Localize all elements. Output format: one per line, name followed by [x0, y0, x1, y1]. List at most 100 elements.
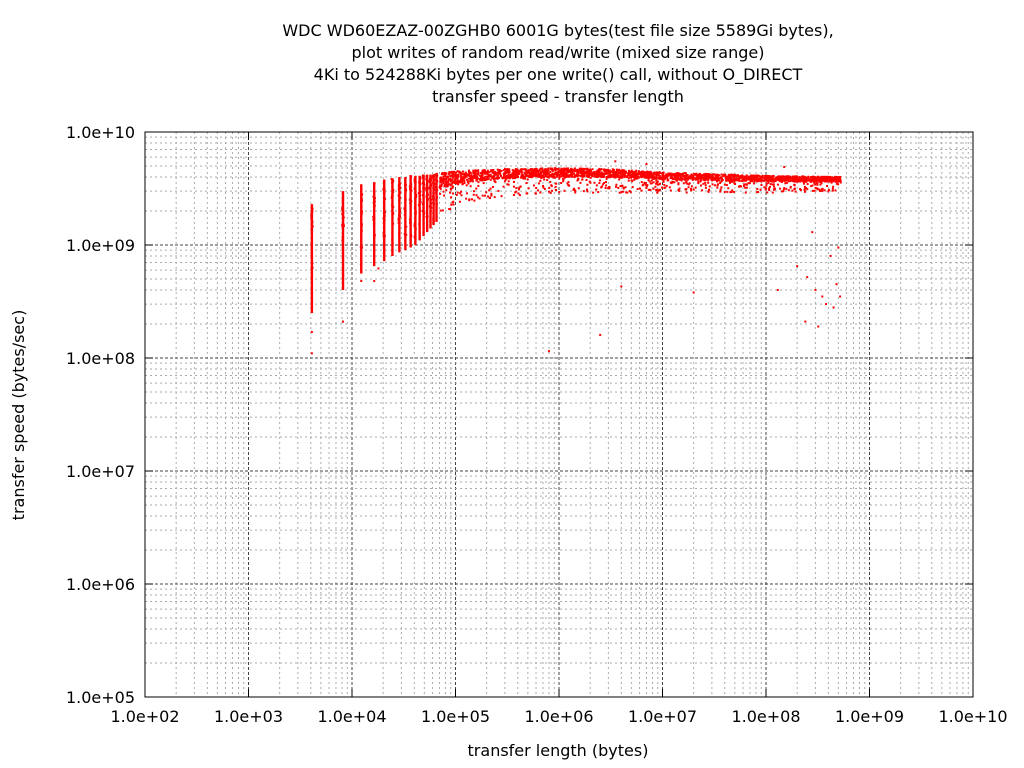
- data-point: [700, 178, 703, 181]
- data-point: [633, 174, 636, 177]
- data-point: [547, 173, 550, 176]
- data-point: [483, 169, 486, 172]
- data-point: [839, 179, 842, 182]
- data-point: [798, 177, 801, 180]
- data-point: [635, 177, 638, 180]
- data-point: [828, 175, 831, 178]
- data-point: [821, 179, 824, 182]
- data-point: [802, 180, 805, 183]
- data-point: [422, 207, 425, 210]
- data-point: [578, 167, 581, 170]
- data-point: [600, 186, 603, 189]
- data-point: [492, 176, 495, 179]
- data-point: [773, 185, 776, 188]
- data-point: [311, 220, 314, 223]
- data-point: [576, 168, 579, 171]
- data-point: [584, 172, 587, 175]
- data-point: [727, 187, 730, 190]
- data-point: [638, 171, 641, 174]
- data-point: [785, 178, 788, 181]
- data-point: [543, 178, 546, 181]
- data-point: [487, 174, 490, 177]
- data-point: [814, 176, 817, 179]
- data-point: [566, 174, 569, 177]
- data-point: [819, 179, 822, 182]
- data-point: [526, 192, 529, 195]
- data-point: [723, 190, 726, 193]
- data-point: [640, 175, 643, 178]
- data-point: [816, 187, 819, 190]
- data-point: [360, 225, 363, 228]
- data-point: [568, 175, 571, 178]
- data-point: [831, 189, 834, 192]
- data-point: [634, 177, 637, 180]
- data-point: [655, 188, 658, 191]
- data-point: [773, 187, 776, 190]
- data-point: [692, 188, 695, 191]
- data-point: [666, 179, 669, 182]
- data-point: [799, 188, 802, 191]
- data-point: [519, 185, 522, 188]
- data-point: [430, 206, 433, 209]
- data-point: [398, 232, 401, 235]
- data-point: [781, 190, 784, 193]
- data-point: [544, 169, 547, 172]
- data-point: [655, 177, 658, 180]
- data-point: [505, 175, 508, 178]
- data-point: [456, 176, 459, 179]
- data-point: [819, 190, 822, 193]
- data-point: [697, 178, 700, 181]
- data-point: [641, 175, 644, 178]
- data-point: [469, 185, 472, 188]
- data-point: [558, 177, 561, 180]
- data-point: [649, 176, 652, 179]
- data-point: [587, 174, 590, 177]
- data-point: [750, 179, 753, 182]
- data-point: [442, 175, 445, 178]
- data-point: [444, 179, 447, 182]
- data-point: [341, 208, 344, 211]
- data-point: [598, 171, 601, 174]
- data-point: [410, 234, 413, 237]
- data-point: [589, 170, 592, 173]
- data-point: [768, 185, 771, 188]
- data-point: [644, 171, 647, 174]
- data-point: [509, 174, 512, 177]
- data-point: [636, 175, 639, 178]
- data-point: [750, 174, 753, 177]
- data-point: [629, 175, 632, 178]
- data-point: [458, 170, 461, 173]
- data-point: [600, 172, 603, 175]
- data-point: [341, 239, 344, 242]
- data-point: [310, 214, 313, 217]
- data-point: [461, 180, 464, 183]
- data-point: [631, 180, 634, 183]
- data-point: [623, 176, 626, 179]
- data-point: [733, 179, 736, 182]
- data-point: [789, 178, 792, 181]
- data-point: [465, 172, 468, 175]
- data-point: [630, 170, 633, 173]
- data-point: [767, 178, 770, 181]
- data-point: [564, 175, 567, 178]
- data-point: [456, 191, 459, 194]
- data-point: [579, 181, 582, 184]
- data-point: [311, 207, 314, 210]
- data-point: [786, 178, 789, 181]
- data-point: [777, 175, 780, 178]
- data-point: [433, 183, 436, 186]
- data-point: [404, 181, 407, 184]
- y-tick-label: 1.0e+10: [66, 123, 135, 142]
- data-point: [560, 171, 563, 174]
- data-point: [384, 211, 387, 214]
- data-point: [491, 185, 494, 188]
- data-point: [554, 185, 557, 188]
- data-point: [456, 170, 459, 173]
- data-point: [422, 174, 425, 177]
- data-point: [443, 175, 446, 178]
- data-point: [432, 201, 435, 204]
- data-point: [606, 169, 609, 172]
- data-point: [497, 170, 500, 173]
- data-point: [737, 175, 740, 178]
- data-point: [602, 175, 605, 178]
